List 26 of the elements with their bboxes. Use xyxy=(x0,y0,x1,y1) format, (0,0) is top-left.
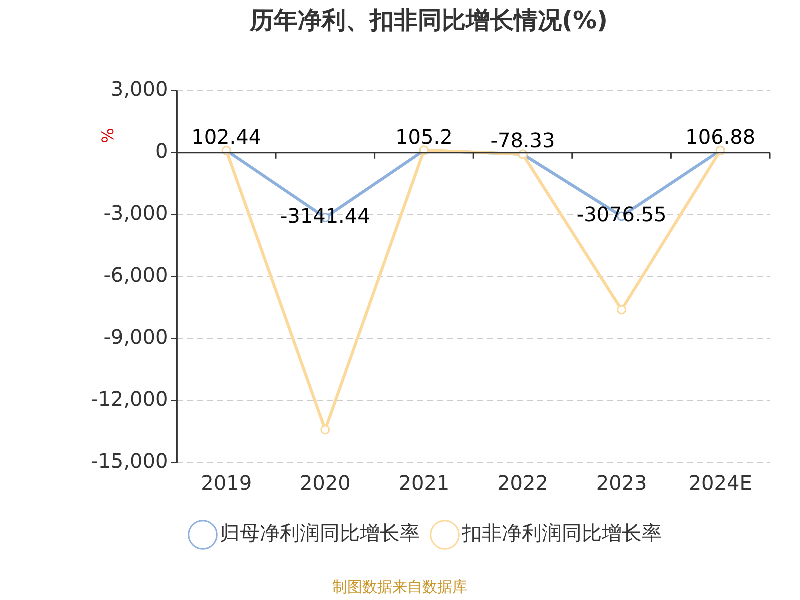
x-tick-label: 2020 xyxy=(300,471,351,496)
x-tick-label: 2022 xyxy=(498,471,548,496)
y-tick-label: 0 xyxy=(155,139,168,164)
point xyxy=(320,425,330,435)
data-label: 102.44 xyxy=(192,124,262,149)
data-label: -78.33 xyxy=(490,128,556,153)
y-tick-label: -9,000 xyxy=(104,325,168,350)
data-label: 106.88 xyxy=(686,124,756,149)
x-tick-label: 2021 xyxy=(398,471,450,496)
chart-title: 历年净利、扣非同比增长情况(%) xyxy=(249,6,608,35)
data-label: 105.2 xyxy=(396,124,453,149)
point xyxy=(617,305,627,315)
y-tick-label: -6,000 xyxy=(104,263,168,288)
text: 制图数据来自数据库 xyxy=(332,578,468,596)
y-axis-title: % xyxy=(98,128,118,144)
y-tick-label: 3,000 xyxy=(110,77,168,102)
legend-label: 归母净利润同比增长率 xyxy=(220,521,420,546)
y-tick-label: -3,000 xyxy=(104,201,168,226)
legend-label: 扣非净利润同比增长率 xyxy=(461,521,662,546)
y-tick-label: -12,000 xyxy=(90,387,168,412)
data-label: -3076.55 xyxy=(576,202,667,227)
x-tick-label: 2019 xyxy=(201,471,252,496)
y-tick-label: -15,000 xyxy=(90,449,168,474)
x-tick-label: 2024E xyxy=(688,471,752,496)
data-label: -3141.44 xyxy=(280,204,370,228)
x-tick-label: 2023 xyxy=(596,471,648,496)
